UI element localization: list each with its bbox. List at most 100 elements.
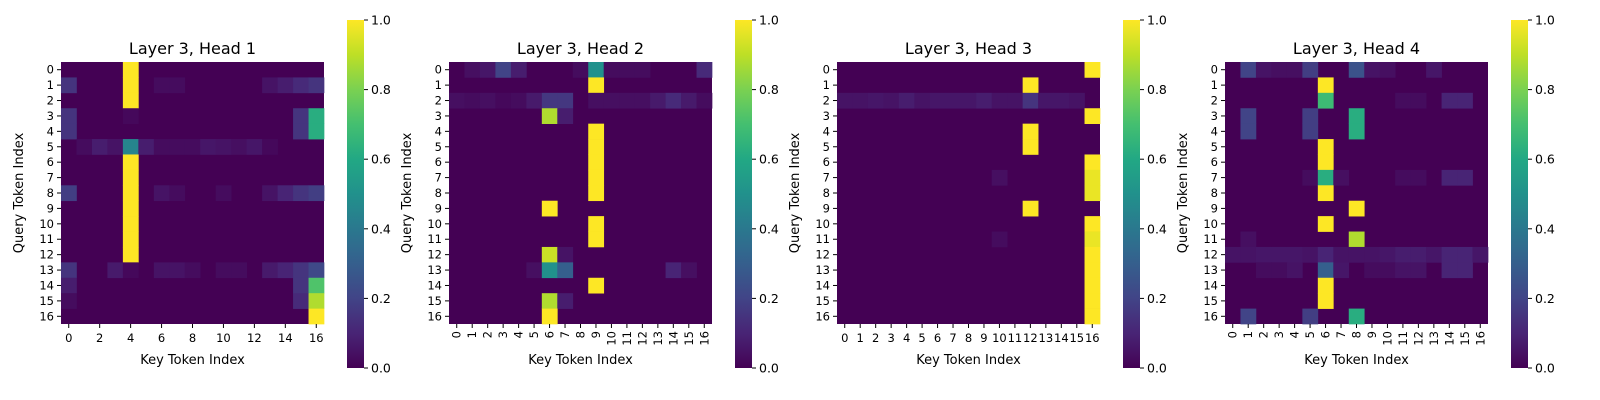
y-tick-label: 3 [1211,109,1218,123]
y-tick-label: 11 [1203,232,1218,246]
heatmap-cell-r2-c14 [1053,92,1070,109]
heatmap-cell-r0-c1 [1240,62,1257,78]
heatmap-cell-r13-c4 [122,262,139,279]
x-tick-label: 10 [604,331,618,346]
heatmap-cell-r8-c16 [1084,185,1101,202]
chart-title: Layer 3, Head 1 [129,39,256,58]
x-tick-label: 5 [1303,331,1317,338]
heatmap-cell-r16-c8 [1348,308,1365,325]
y-tick-label: 10 [1203,217,1218,231]
x-tick-label: 2 [1257,331,1271,338]
x-tick-label: 16 [309,331,324,345]
colorbar-tick-label: 1.0 [1535,13,1555,28]
heatmap-cell-r13-c14 [665,262,682,279]
heatmap-cell-r1-c7 [169,77,186,94]
heatmap-cell-r12-c8 [1348,246,1365,263]
heatmap-cell-r15-c6 [541,293,558,309]
heatmap-cell-r2-c14 [1441,92,1458,109]
x-tick-label: 1 [857,331,864,345]
heatmap-cell-r13-c3 [107,262,124,279]
y-tick-label: 14 [815,278,830,292]
heatmap-cell-r1-c0 [61,77,77,94]
chart-title: Layer 3, Head 3 [905,39,1032,58]
y-tick-label: 9 [435,201,442,215]
y-tick-label: 6 [47,155,54,169]
heatmap-cell-r2-c7 [557,92,574,109]
colorbar-tick-label: 0.6 [759,152,779,167]
x-tick-label: 11 [1008,331,1023,345]
x-tick-label: 8 [965,331,972,345]
heatmap-cell-r5-c1 [76,139,93,155]
x-tick-label: 16 [697,331,711,346]
heatmap-cell-r8-c7 [169,185,186,202]
heatmap-cell-r8-c10 [215,185,232,202]
heatmap-cell-r4-c16 [308,123,325,140]
heatmap-cell-r12-c7 [1333,246,1350,263]
heatmap-cell-r13-c10 [215,262,232,279]
heatmap-cell-r0-c9 [1364,62,1381,78]
heatmap-cell-r0-c4 [122,62,139,78]
heatmap-cell-r14-c16 [308,277,325,294]
y-tick-label: 8 [823,186,830,200]
colorbar-tick-label: 0.8 [1535,82,1555,97]
heatmap-cell-r13-c6 [153,262,170,279]
heatmap-cell-r12-c12 [1410,246,1427,263]
heatmap-cell-r13-c14 [1441,262,1458,279]
y-tick-label: 10 [815,217,830,231]
colorbar-tick-label: 1.0 [1147,13,1167,28]
heatmap-cell-r13-c7 [1333,262,1350,279]
heatmap-cell-r3-c16 [1084,108,1101,124]
y-axis-label: Query Token Index [1176,132,1191,253]
heatmap-cell-r6-c16 [1084,154,1101,171]
heatmap-cell-r12-c5 [1302,246,1319,263]
heatmap-cell-r13-c7 [557,262,574,279]
heatmap-cell-r2-c11 [1007,92,1023,109]
heatmap-cell-r2-c6 [541,92,558,109]
x-tick-label: 10 [216,331,231,345]
y-tick-label: 6 [1211,155,1218,169]
y-tick-label: 4 [47,124,54,138]
chart-title: Layer 3, Head 4 [1293,39,1420,58]
heatmap-cell-r1-c4 [122,77,139,94]
y-tick-label: 14 [39,278,54,292]
y-tick-label: 14 [1203,278,1218,292]
y-tick-label: 11 [39,232,54,246]
heatmap-panel-2: Layer 3, Head 20123456789101112131415160… [400,13,779,376]
heatmap-cell-r10-c9 [588,216,605,232]
heatmap-cell-r4-c9 [588,123,605,140]
heatmap-cell-r13-c15 [293,262,309,279]
heatmap-cell-r12-c6 [1317,246,1334,263]
heatmap-cell-r0-c4 [510,62,527,78]
x-tick-label: 11 [1396,331,1410,346]
x-tick-label: 4 [903,331,910,345]
x-tick-label: 10 [992,331,1007,345]
heatmap-cell-r14-c16 [1084,277,1101,294]
heatmap-cell-r12-c4 [1286,246,1303,263]
x-tick-label: 12 [635,331,649,346]
heatmap-cell-r15-c6 [1317,293,1334,309]
colorbar-tick-label: 0.0 [371,361,391,376]
heatmap-cell-r11-c16 [1084,231,1101,248]
y-tick-label: 3 [47,109,54,123]
y-tick-label: 8 [1211,186,1218,200]
heatmap-cell-r12-c14 [1441,246,1458,263]
heatmap-cell-r2-c15 [1069,92,1085,109]
colorbar-tick-label: 0.8 [759,82,779,97]
x-tick-label: 12 [247,331,262,345]
x-tick-label: 13 [1039,331,1054,345]
heatmap-cell-r5-c5 [138,139,155,155]
chart-title: Layer 3, Head 2 [517,39,644,58]
heatmap-cell-r1-c16 [308,77,325,94]
x-tick-label: 4 [1288,331,1302,338]
heatmap-cell-r10-c4 [122,216,139,232]
heatmap-cell-r5-c6 [153,139,170,155]
heatmap-cell-r2-c15 [681,92,697,109]
heatmap-cell-r13-c16 [308,262,325,279]
heatmap-panel-1: Layer 3, Head 10123456789101112131415160… [12,13,391,376]
heatmap-cell-r1-c14 [277,77,294,94]
colorbar-tick-label: 0.0 [1535,361,1555,376]
heatmap-cell-r2-c12 [634,92,651,109]
heatmap-cell-r12-c0 [1225,246,1241,263]
heatmap-cell-r0-c16 [1084,62,1101,78]
heatmap-cell-r2-c4 [510,92,527,109]
